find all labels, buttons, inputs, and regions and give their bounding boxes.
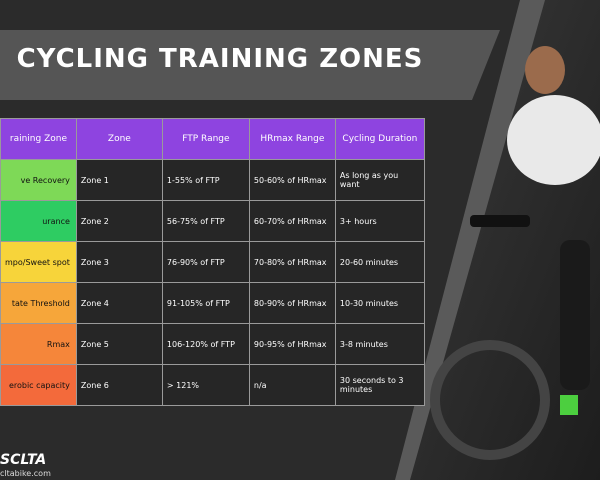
brand-url: cltabike.com bbox=[0, 469, 51, 478]
table-cell: n/a bbox=[248, 364, 336, 406]
zone-name-cell: tate Threshold bbox=[0, 282, 77, 324]
header-cell: Zone bbox=[75, 118, 163, 160]
table-row: urance Zone 2 56-75% of FTP 60-70% of HRmax… bbox=[0, 200, 425, 242]
table-cell: 91-105% of FTP bbox=[161, 282, 250, 324]
table-cell: Zone 2 bbox=[75, 200, 163, 242]
table-row: mpo/Sweet spot Zone 3 76-90% of FTP 70-80% … bbox=[0, 241, 425, 283]
header-cell: HRmax Range bbox=[248, 118, 336, 160]
brand-logo: SCLTA bbox=[0, 452, 47, 468]
title-banner bbox=[0, 30, 500, 100]
table-row: Rmax Zone 5 106-120% of FTP 90-95% of HRmax… bbox=[0, 323, 425, 365]
table-cell: 3-8 minutes bbox=[334, 323, 425, 365]
table-cell: 1-55% of FTP bbox=[161, 159, 250, 201]
table-cell: 10-30 minutes bbox=[334, 282, 425, 324]
table-cell: 90-95% of HRmax bbox=[248, 323, 336, 365]
title: CYCLING TRAINING ZONES bbox=[16, 44, 424, 74]
header-cell: raining Zone bbox=[0, 118, 77, 160]
zone-name-cell: Rmax bbox=[0, 323, 77, 365]
table-cell: As long as you want bbox=[334, 159, 425, 201]
zone-name-cell: mpo/Sweet spot bbox=[0, 241, 77, 283]
table-cell: 3+ hours bbox=[334, 200, 425, 242]
table-cell: 20-60 minutes bbox=[334, 241, 425, 283]
table-cell: 76-90% of FTP bbox=[161, 241, 250, 283]
table-cell: Zone 5 bbox=[75, 323, 163, 365]
table-cell: 106-120% of FTP bbox=[161, 323, 250, 365]
zone-name-cell: erobic capacity bbox=[0, 364, 77, 406]
table-cell: 60-70% of HRmax bbox=[248, 200, 336, 242]
table-cell: 56-75% of FTP bbox=[161, 200, 250, 242]
table-cell: Zone 4 bbox=[75, 282, 163, 324]
table-cell: 70-80% of HRmax bbox=[248, 241, 336, 283]
table-row: tate Threshold Zone 4 91-105% of FTP 80-90%… bbox=[0, 282, 425, 324]
header-cell: FTP Range bbox=[161, 118, 250, 160]
table-cell: Zone 1 bbox=[75, 159, 163, 201]
table-cell: > 121% bbox=[161, 364, 250, 406]
table-cell: Zone 3 bbox=[75, 241, 163, 283]
table-cell: 80-90% of HRmax bbox=[248, 282, 336, 324]
table-cell: Zone 6 bbox=[75, 364, 163, 406]
table-cell: 30 seconds to 3 minutes bbox=[334, 364, 425, 406]
table-row: erobic capacity Zone 6 > 121% n/a 30 seconds… bbox=[0, 364, 425, 406]
header-cell: Cycling Duration bbox=[334, 118, 425, 160]
header-row: raining Zone Zone FTP Range HRmax Range Cycl… bbox=[0, 118, 425, 160]
table-row: ve Recovery Zone 1 1-55% of FTP 50-60% of H… bbox=[0, 159, 425, 201]
zone-name-cell: urance bbox=[0, 200, 77, 242]
table-cell: 50-60% of HRmax bbox=[248, 159, 336, 201]
zones-table: raining Zone Zone FTP Range HRmax Range Cycl… bbox=[0, 118, 425, 406]
zone-name-cell: ve Recovery bbox=[0, 159, 77, 201]
